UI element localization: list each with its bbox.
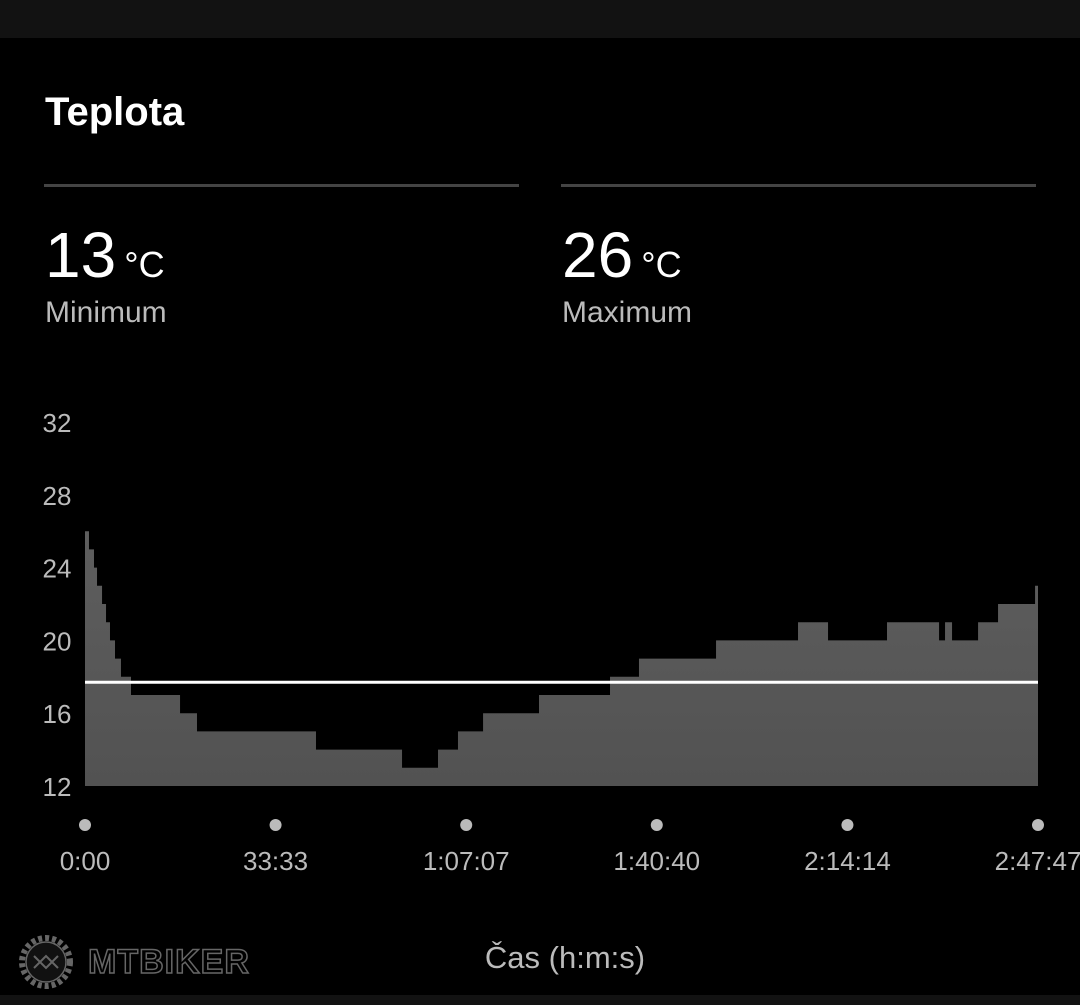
divider (44, 184, 519, 187)
y-tick-label: 16 (43, 699, 72, 729)
stat-value: 26 (562, 219, 634, 291)
watermark-text: MTBIKER (87, 942, 250, 982)
x-tick-dot (79, 819, 91, 831)
stat-unit: °C (124, 244, 165, 285)
temperature-chart: 12 16 20 24 28 32 0:00 33:33 1:07:07 1:40:40 2:14… (43, 408, 1080, 876)
stat-maximum: 26 °C Maximum (562, 218, 692, 330)
mtbiker-watermark: MTBIKER (14, 930, 250, 994)
x-tick-label: 2:47:47 (995, 846, 1080, 876)
x-tick-label: 2:14:14 (804, 846, 891, 876)
y-tick-label: 28 (43, 481, 72, 511)
x-tick-dot (650, 819, 663, 831)
gear-logo-icon (19, 935, 73, 989)
x-axis-label: Čas (h:m:s) (484, 940, 646, 975)
x-tick-dot (1032, 819, 1044, 831)
y-tick-label: 12 (43, 772, 72, 802)
y-tick-label: 24 (43, 554, 72, 584)
y-tick-label: 32 (43, 408, 72, 438)
y-tick-label: 20 (43, 626, 72, 656)
stat-minimum: 13 °C Minimum (45, 218, 167, 330)
x-tick-dot (460, 819, 473, 831)
stat-unit: °C (641, 244, 682, 285)
bottom-bar (0, 995, 1080, 1005)
divider (561, 184, 1036, 187)
x-tick-label: 1:40:40 (613, 846, 700, 876)
stat-label: Maximum (562, 296, 693, 329)
stat-value: 13 (45, 219, 117, 291)
stat-label: Minimum (45, 296, 167, 329)
x-tick-label: 0:00 (60, 846, 111, 876)
x-tick-dot (269, 819, 282, 831)
x-tick-label: 33:33 (243, 846, 308, 876)
x-tick-dot (841, 819, 854, 831)
x-tick-label: 1:07:07 (423, 846, 510, 876)
temperature-area (85, 531, 1038, 786)
card-title: Teplota (45, 90, 185, 134)
top-bar (0, 0, 1080, 38)
